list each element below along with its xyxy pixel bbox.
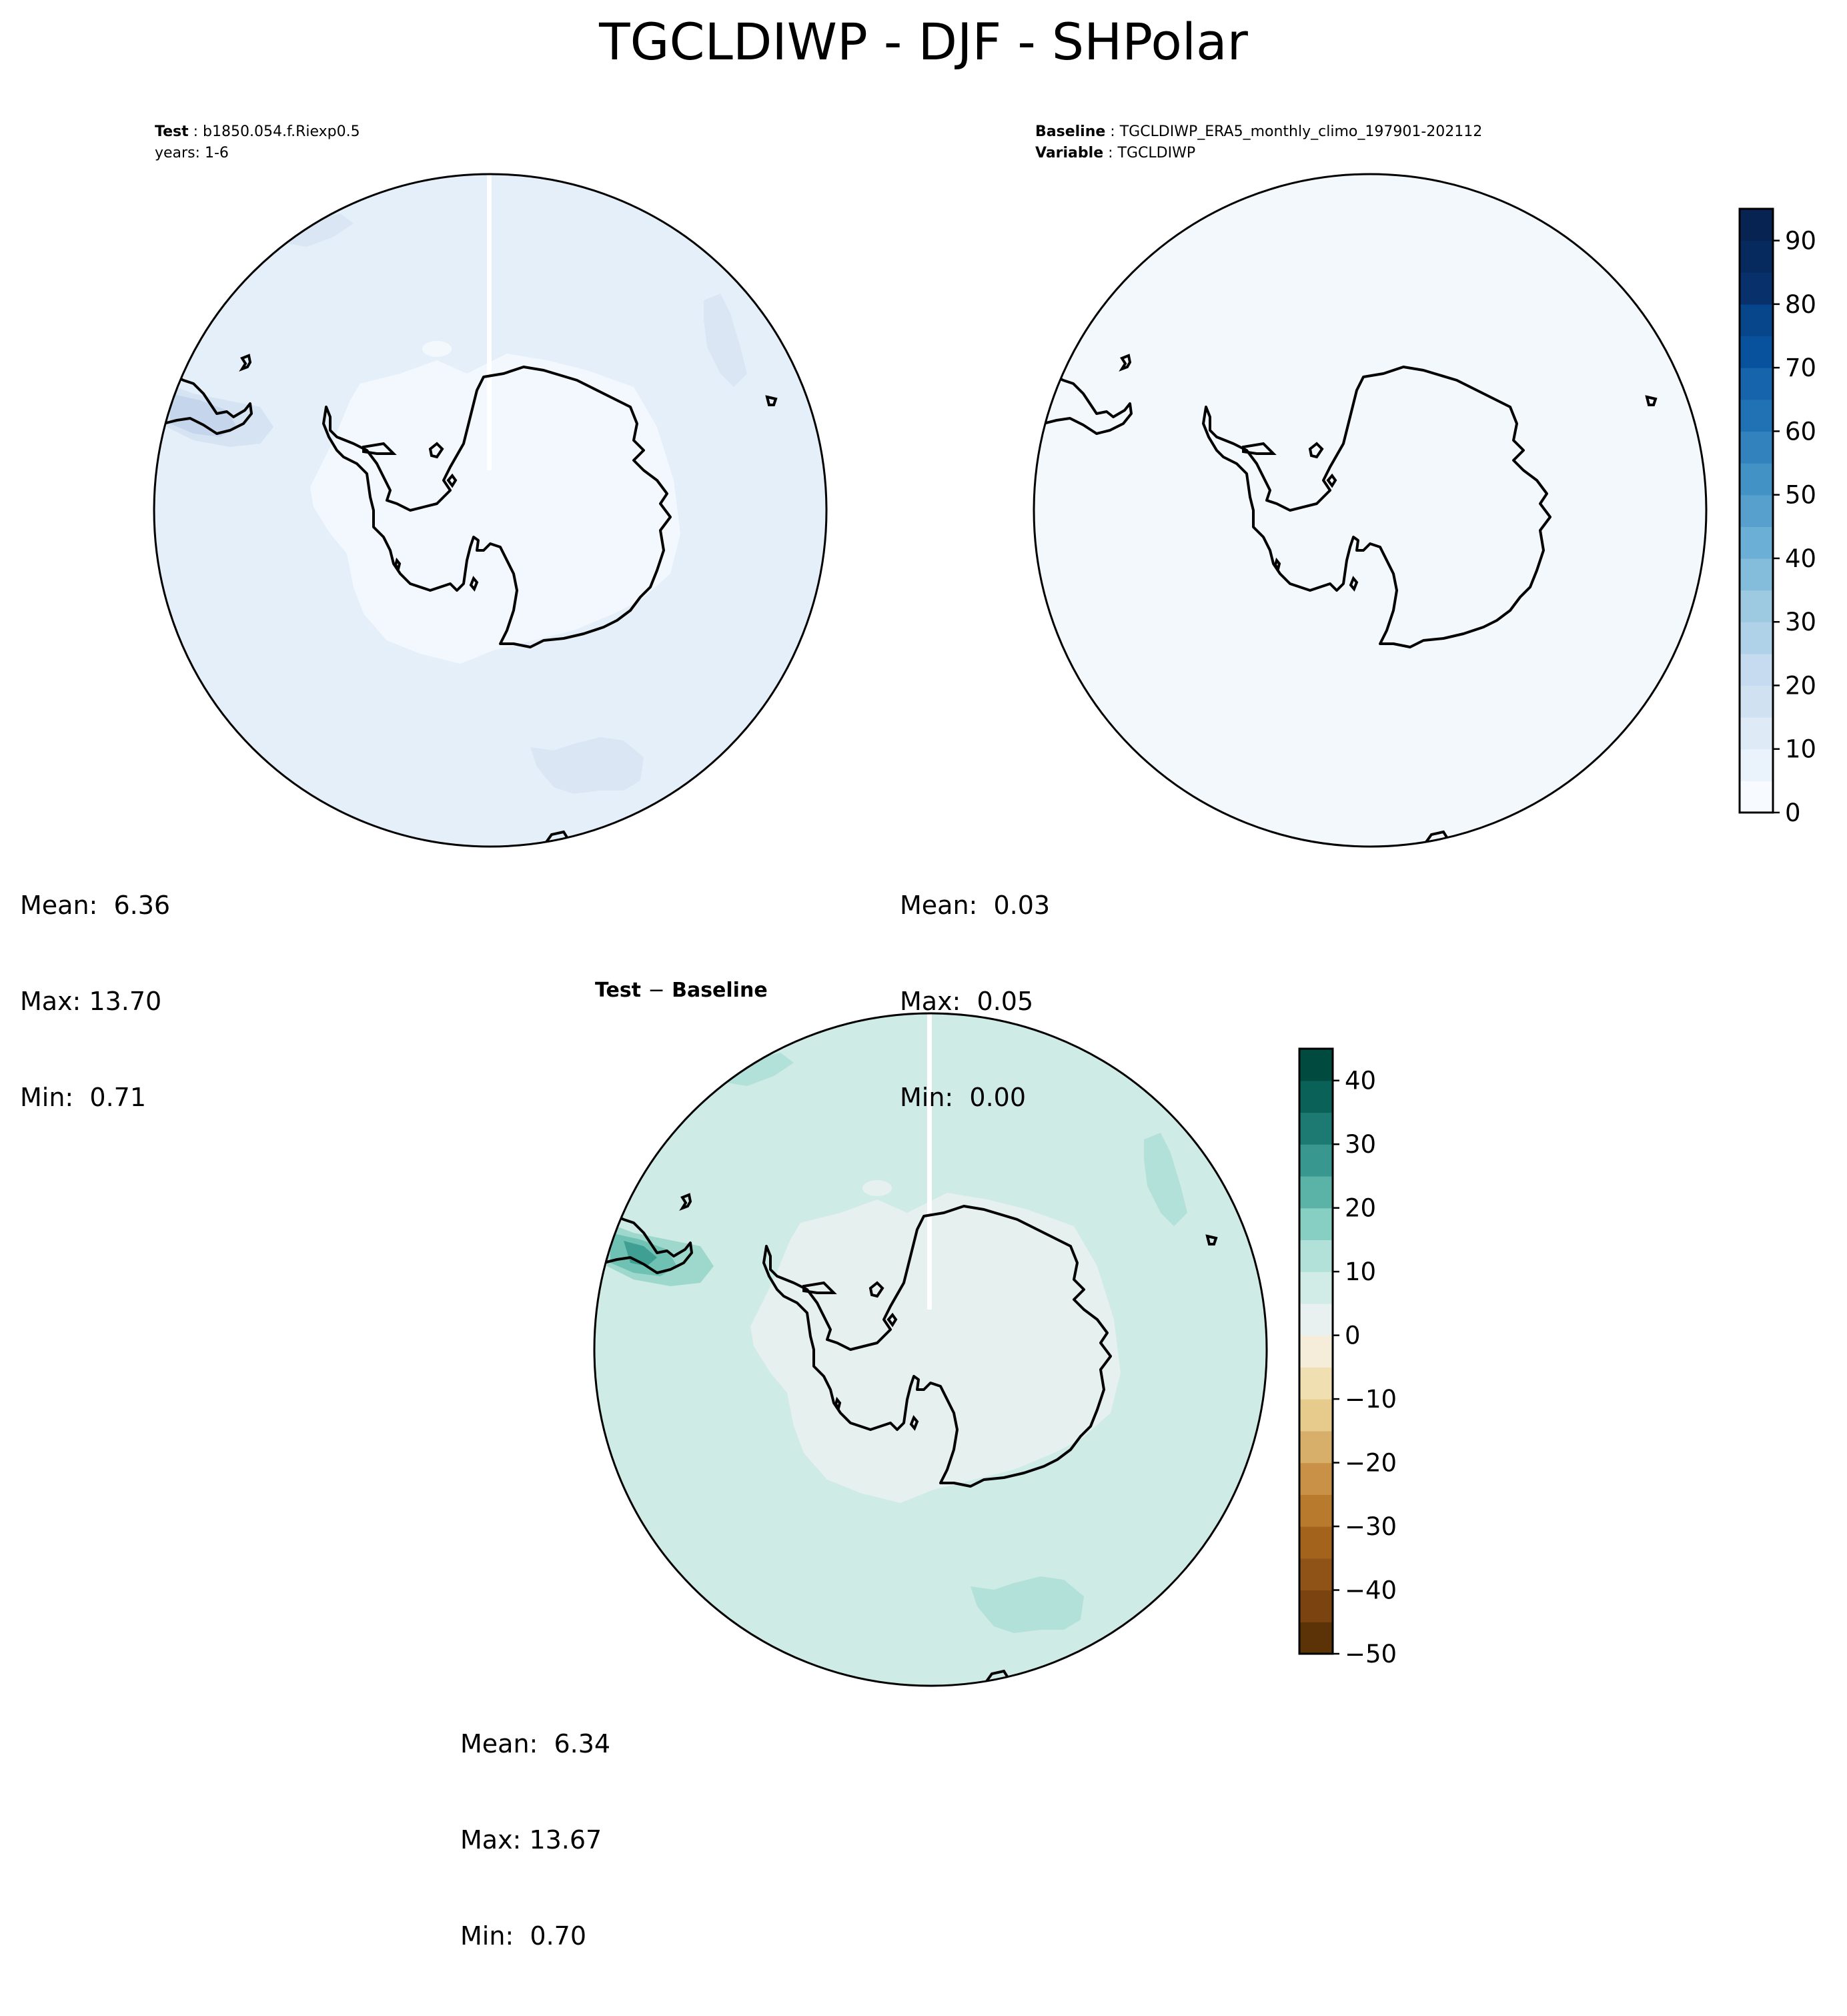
diff-colorbar-segment (1299, 1590, 1333, 1622)
baseline-colorbar-segment (1740, 399, 1773, 432)
diff-stats: Mean: 6.34 Max: 13.67 Min: 0.70 (460, 1664, 610, 2016)
baseline-colorbar-segment (1740, 272, 1773, 305)
baseline-colorbar-tick-label: 40 (1785, 544, 1816, 573)
baseline-colorbar-segment (1740, 494, 1773, 527)
variable-label: Variable (1035, 145, 1104, 161)
baseline-colorbar-segment (1740, 209, 1773, 241)
diff-colorbar-tick-label: 0 (1345, 1322, 1361, 1350)
diff-colorbar-tick-label: −50 (1345, 1640, 1397, 1668)
diff-colorbar-segment (1299, 1303, 1333, 1336)
baseline-colorbar-segment (1740, 590, 1773, 622)
test-min: Min: 0.71 (20, 1083, 146, 1112)
diff-colorbar-segment (1299, 1239, 1333, 1272)
baseline-colorbar-tick-label: 30 (1785, 608, 1816, 636)
test-years: years: 1-6 (155, 145, 229, 161)
diff-colorbar-segment (1299, 1112, 1333, 1145)
diff-colorbar-segment (1299, 1494, 1333, 1527)
test-header-label: Test (155, 123, 189, 140)
diff-colorbar-segment (1299, 1335, 1333, 1368)
test-mean: Mean: 6.36 (20, 891, 171, 920)
baseline-colorbar-segment (1740, 653, 1773, 686)
baseline-colorbar-tick-label: 90 (1785, 227, 1816, 256)
baseline-max: Max: 0.05 (900, 987, 1034, 1016)
diff-colorbar-tick-label: 30 (1345, 1130, 1376, 1159)
diff-colorbar-segment (1299, 1558, 1333, 1591)
diff-colorbar-segment (1299, 1526, 1333, 1559)
baseline-colorbar-segment (1740, 748, 1773, 781)
diff-colorbar: −50 −40 −30 −20 −10 0 10 20 30 40 (1298, 1047, 1397, 1668)
diff-colorbar-tick-label: −30 (1345, 1512, 1397, 1541)
diff-colorbar-segment (1299, 1622, 1333, 1654)
diff-title-test: Test (595, 979, 642, 1002)
baseline-colorbar-segment (1740, 558, 1773, 591)
figure: 0 10 20 30 40 50 60 70 80 90 −50 −40 −30 −20 −10 0 10 20… (20, 12, 1816, 1951)
test-max: Max: 13.70 (20, 987, 162, 1016)
baseline-colorbar-tick-label: 60 (1785, 417, 1816, 446)
baseline-colorbar-segment (1740, 685, 1773, 718)
baseline-colorbar-segment (1740, 240, 1773, 273)
diff-colorbar-segment (1299, 1430, 1333, 1464)
test-stats: Mean: 6.36 Max: 13.70 Min: 0.71 (20, 825, 170, 1177)
test-low-region (310, 354, 680, 664)
baseline-colorbar-tick-label: 80 (1785, 290, 1816, 319)
baseline-colorbar-tick-label: 50 (1785, 481, 1816, 510)
baseline-colorbar-segment (1740, 304, 1773, 337)
baseline-colorbar-segment (1740, 717, 1773, 750)
baseline-colorbar-segment (1740, 431, 1773, 464)
diff-colorbar-segment (1299, 1367, 1333, 1400)
diff-colorbar-tick-label: 20 (1345, 1194, 1376, 1223)
diff-colorbar-segment (1299, 1272, 1333, 1304)
diff-colorbar-frame (1298, 1047, 1334, 1655)
diff-max: Max: 13.67 (460, 1825, 602, 1855)
baseline-colorbar-segment (1740, 463, 1773, 496)
diff-title-sep: − (648, 979, 665, 1002)
diff-colorbar-tick-label: −40 (1345, 1576, 1397, 1605)
baseline-colorbar-tick-label: 70 (1785, 354, 1816, 382)
baseline-colorbar-tick-label: 0 (1785, 799, 1801, 827)
variable-name: TGCLDIWP (1117, 145, 1196, 161)
baseline-min: Min: 0.00 (900, 1083, 1026, 1112)
baseline-colorbar-tick-label: 10 (1785, 735, 1816, 764)
diff-colorbar-segment (1299, 1207, 1333, 1241)
baseline-mean: Mean: 0.03 (900, 891, 1051, 920)
baseline-case-name: TGCLDIWP_ERA5_monthly_climo_197901-20211… (1119, 123, 1483, 140)
baseline-colorbar-segment (1740, 781, 1773, 813)
diff-colorbar-segment (1299, 1462, 1333, 1495)
diff-colorbar-tick-label: −20 (1345, 1449, 1397, 1478)
diff-colorbar-segment (1299, 1080, 1333, 1113)
baseline-header-label: Baseline (1035, 123, 1106, 140)
test-case-name: b1850.054.f.Riexp0.5 (203, 123, 360, 140)
baseline-stats: Mean: 0.03 Max: 0.05 Min: 0.00 (900, 825, 1050, 1177)
diff-title-baseline: Baseline (672, 979, 768, 1002)
diff-colorbar-tick-label: −10 (1345, 1385, 1397, 1414)
diff-title: Test − Baseline (595, 979, 768, 1002)
baseline-header: Baseline : TGCLDIWP_ERA5_monthly_climo_1… (1035, 123, 1483, 161)
diff-colorbar-segment (1299, 1175, 1333, 1209)
diff-colorbar-segment (1299, 1144, 1333, 1177)
baseline-colorbar-segment (1740, 336, 1773, 368)
baseline-colorbar: 0 10 20 30 40 50 60 70 80 90 (1738, 207, 1816, 827)
diff-colorbar-segment (1299, 1049, 1333, 1081)
baseline-colorbar-tick-label: 20 (1785, 671, 1816, 700)
diff-colorbar-segment (1299, 1399, 1333, 1432)
diff-low-region (750, 1193, 1121, 1503)
diff-map (593, 1012, 1268, 1687)
figure-title: TGCLDIWP - DJF - SHPolar (599, 12, 1248, 71)
baseline-colorbar-segment (1740, 526, 1773, 559)
baseline-colorbar-segment (1740, 368, 1773, 400)
baseline-colorbar-frame (1738, 207, 1774, 814)
diff-mean: Mean: 6.34 (460, 1729, 611, 1758)
diff-min: Min: 0.70 (460, 1921, 586, 1951)
baseline-colorbar-segment (1740, 622, 1773, 654)
test-header: Test : b1850.054.f.Riexp0.5 years: 1-6 (155, 121, 360, 164)
diff-colorbar-tick-label: 10 (1345, 1257, 1376, 1286)
test-map (153, 173, 828, 848)
baseline-map (1033, 173, 1708, 848)
diff-colorbar-tick-label: 40 (1345, 1067, 1376, 1095)
